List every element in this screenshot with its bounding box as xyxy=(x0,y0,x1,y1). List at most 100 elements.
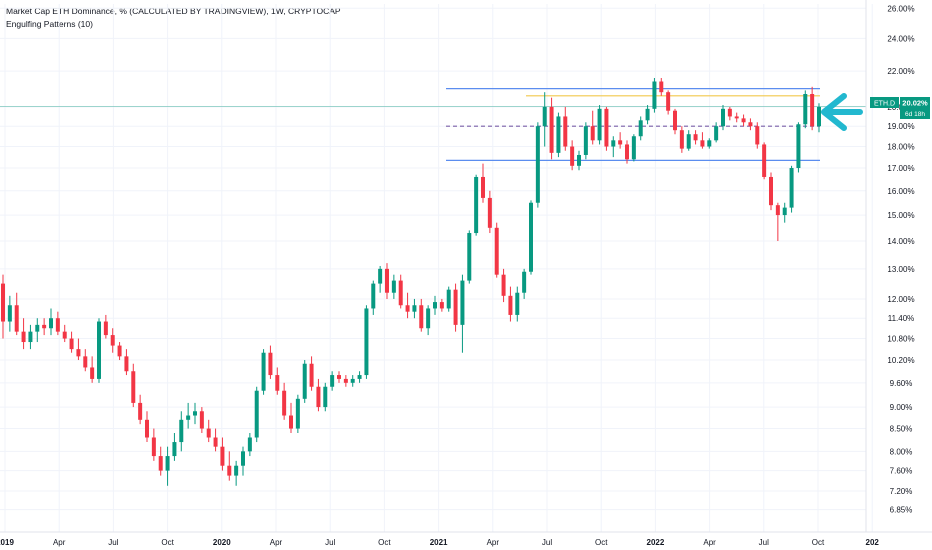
candle-body xyxy=(227,465,232,476)
y-tick-label: 8.00% xyxy=(890,447,913,456)
candle xyxy=(405,292,410,319)
candle xyxy=(385,263,389,299)
x-tick-label: Apr xyxy=(270,538,283,547)
candle xyxy=(755,122,760,149)
candle xyxy=(426,305,431,336)
candle-body xyxy=(316,386,321,408)
candle xyxy=(625,140,629,164)
candle-body xyxy=(631,136,636,160)
candle xyxy=(583,122,588,160)
candle xyxy=(631,134,636,162)
candle-body xyxy=(542,106,547,127)
candle xyxy=(14,292,19,336)
candle-body xyxy=(563,116,568,147)
candle xyxy=(494,222,499,278)
candle-body xyxy=(679,130,684,149)
candle xyxy=(357,371,362,383)
candle-body xyxy=(76,349,81,357)
candle-body xyxy=(97,321,101,379)
candle xyxy=(295,394,300,434)
candle-body xyxy=(460,280,465,325)
candle-body xyxy=(611,140,616,147)
candle xyxy=(789,165,794,213)
candle-body xyxy=(762,144,767,177)
candle xyxy=(679,126,684,153)
candle-body xyxy=(343,378,348,383)
candle-body xyxy=(323,386,328,408)
candle xyxy=(529,200,533,275)
candle-body xyxy=(138,402,143,420)
candle xyxy=(151,428,156,461)
x-tick-label: Oct xyxy=(378,538,391,547)
candle xyxy=(282,382,287,420)
candle-body xyxy=(508,295,513,315)
candle xyxy=(213,428,218,452)
candle xyxy=(227,451,232,481)
candle xyxy=(364,305,369,379)
candle-body xyxy=(62,331,67,339)
candle xyxy=(460,274,465,353)
candle xyxy=(597,105,602,145)
price-axis[interactable]: 26.00%24.00%22.00%20.00%19.00%18.00%17.0… xyxy=(887,4,914,514)
candle xyxy=(323,382,328,412)
candle xyxy=(316,378,321,412)
indicator-label[interactable]: Engulfing Patterns (10) xyxy=(6,19,93,29)
candle xyxy=(638,116,643,141)
candle xyxy=(97,318,101,383)
x-tick-label: Jul xyxy=(759,538,769,547)
y-tick-label: 10.20% xyxy=(887,356,914,365)
y-tick-label: 19.00% xyxy=(887,122,914,131)
candle-body xyxy=(241,451,245,466)
candle-body xyxy=(625,144,629,160)
candle-body xyxy=(179,419,184,443)
y-tick-label: 16.00% xyxy=(887,187,914,196)
candle-body xyxy=(206,428,211,438)
arrow-left-icon xyxy=(821,93,863,131)
x-tick-label: Apr xyxy=(53,538,66,547)
candle xyxy=(611,136,616,158)
candle xyxy=(748,118,753,131)
x-tick-label: 2020 xyxy=(213,538,231,547)
x-tick-label: 202 xyxy=(866,538,880,547)
candle-body xyxy=(707,140,712,147)
candle xyxy=(302,360,307,403)
candle xyxy=(412,298,417,319)
time-axis[interactable]: 2019 Apr Jul Oct 2020 Apr Jul Oct 2021 Apr Jul Oct 2… xyxy=(0,538,879,547)
candle-body xyxy=(727,108,732,117)
candle-body xyxy=(350,378,355,383)
candle xyxy=(686,130,691,151)
candle xyxy=(378,265,383,293)
candle xyxy=(172,433,177,461)
candle-body xyxy=(817,106,821,127)
candle xyxy=(110,328,115,353)
candles xyxy=(1,78,821,486)
candle-body xyxy=(391,280,396,293)
candle xyxy=(83,349,88,372)
candle xyxy=(343,375,348,387)
y-tick-label: 12.00% xyxy=(887,295,914,304)
candle xyxy=(481,163,485,203)
candle xyxy=(762,142,767,180)
price-badge-value-bg xyxy=(900,97,930,119)
candle-body xyxy=(782,207,787,216)
y-tick-label: 6.85% xyxy=(890,506,913,515)
candle-body xyxy=(700,140,705,147)
candle-body xyxy=(638,120,643,137)
candle xyxy=(55,311,60,336)
candle-body xyxy=(734,116,739,119)
y-tick-label: 17.00% xyxy=(887,164,914,173)
candle xyxy=(535,122,540,208)
candle xyxy=(62,324,67,343)
candle xyxy=(666,90,671,115)
candle-body xyxy=(28,331,33,343)
candle xyxy=(577,150,581,171)
y-tick-label: 11.40% xyxy=(888,314,915,323)
candle-body xyxy=(14,305,19,332)
arrow-annotation[interactable] xyxy=(821,93,863,131)
candle-body xyxy=(481,176,485,198)
candle-body xyxy=(673,110,677,131)
candle xyxy=(90,356,95,383)
candle-body xyxy=(220,446,225,466)
candle-body xyxy=(433,302,437,309)
